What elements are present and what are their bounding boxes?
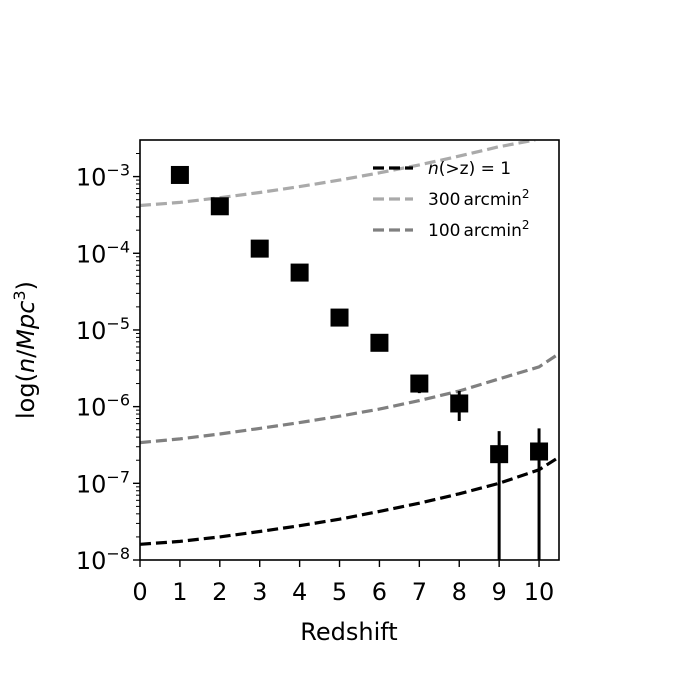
legend-label-1: 300 arcmin2 — [428, 187, 530, 210]
series-line-1 — [140, 140, 536, 208]
y-axis: 10−810−710−610−510−410−3 — [76, 153, 140, 575]
x-tick-label-9: 9 — [492, 578, 507, 606]
x-axis-title: Redshift — [300, 618, 397, 646]
legend-label-2-unit: arcmin — [463, 221, 521, 241]
legend-label-2-sup: 2 — [522, 218, 530, 232]
series-line-2 — [140, 352, 559, 445]
y-tick-base-2: 10 — [76, 394, 107, 422]
y-tick-label-2: 10−6 — [76, 391, 130, 422]
y-axis-title-mpc: Mpc — [12, 301, 40, 350]
legend-label-2: 100 arcmin2 — [428, 218, 530, 241]
data-point-1 — [210, 197, 229, 216]
y-axis-title-n: n — [12, 358, 40, 373]
y-axis-title-suffix: ) — [12, 281, 40, 290]
x-tick-label-0: 0 — [132, 578, 147, 606]
y-axis-title: log(n/Mpc3) — [10, 281, 40, 419]
y-tick-exp-3: −5 — [106, 314, 130, 333]
y-tick-label-4: 10−4 — [76, 237, 130, 268]
legend-label-0-rest: (>z) = 1 — [439, 159, 511, 179]
y-tick-label-0: 10−8 — [76, 544, 130, 575]
data-point-5 — [370, 333, 389, 352]
model-curves — [140, 140, 559, 546]
legend-label-0-prefix: n — [428, 159, 439, 179]
y-tick-exp-5: −3 — [106, 161, 130, 180]
x-tick-label-1: 1 — [172, 578, 187, 606]
legend-label-1-unit: arcmin — [463, 190, 521, 210]
x-tick-label-5: 5 — [332, 578, 347, 606]
data-points — [170, 165, 549, 464]
y-tick-exp-4: −4 — [106, 237, 130, 256]
data-point-2 — [250, 239, 269, 258]
y-tick-base-3: 10 — [76, 317, 107, 345]
legend-label-0: n(>z) = 1 — [428, 159, 511, 179]
y-tick-base-0: 10 — [76, 547, 107, 575]
error-bars — [417, 376, 541, 560]
data-point-3 — [290, 263, 309, 282]
y-tick-base-1: 10 — [76, 470, 107, 498]
data-point-9 — [530, 442, 549, 461]
y-tick-base-5: 10 — [76, 164, 107, 192]
x-tick-label-8: 8 — [452, 578, 467, 606]
data-point-8 — [490, 445, 509, 464]
x-tick-label-7: 7 — [412, 578, 427, 606]
y-axis-title-exp: 3 — [10, 290, 29, 300]
y-tick-label-5: 10−3 — [76, 161, 130, 192]
x-tick-label-6: 6 — [372, 578, 387, 606]
y-tick-label-3: 10−5 — [76, 314, 130, 345]
legend-label-1-number: 300 — [428, 190, 460, 210]
y-axis-title-slash: / — [12, 349, 40, 358]
data-point-6 — [410, 374, 429, 393]
x-tick-label-2: 2 — [212, 578, 227, 606]
y-tick-exp-2: −6 — [106, 391, 130, 410]
x-tick-label-10: 10 — [524, 578, 555, 606]
data-point-4 — [330, 308, 349, 327]
y-tick-exp-0: −8 — [106, 544, 130, 563]
plot-frame — [139, 139, 560, 561]
x-axis: 0 1 2 3 4 5 6 7 8 9 10 — [132, 560, 554, 606]
x-tick-label-3: 3 — [252, 578, 267, 606]
legend-label-1-sup: 2 — [522, 187, 530, 201]
y-tick-exp-1: −7 — [106, 467, 130, 486]
y-tick-label-1: 10−7 — [76, 467, 130, 498]
legend-label-2-number: 100 — [428, 221, 460, 241]
series-line-0 — [140, 455, 559, 546]
data-point-7 — [450, 394, 469, 413]
y-tick-base-4: 10 — [76, 240, 107, 268]
y-axis-title-prefix: log( — [12, 373, 40, 419]
x-tick-label-4: 4 — [292, 578, 307, 606]
data-point-0 — [170, 165, 189, 184]
